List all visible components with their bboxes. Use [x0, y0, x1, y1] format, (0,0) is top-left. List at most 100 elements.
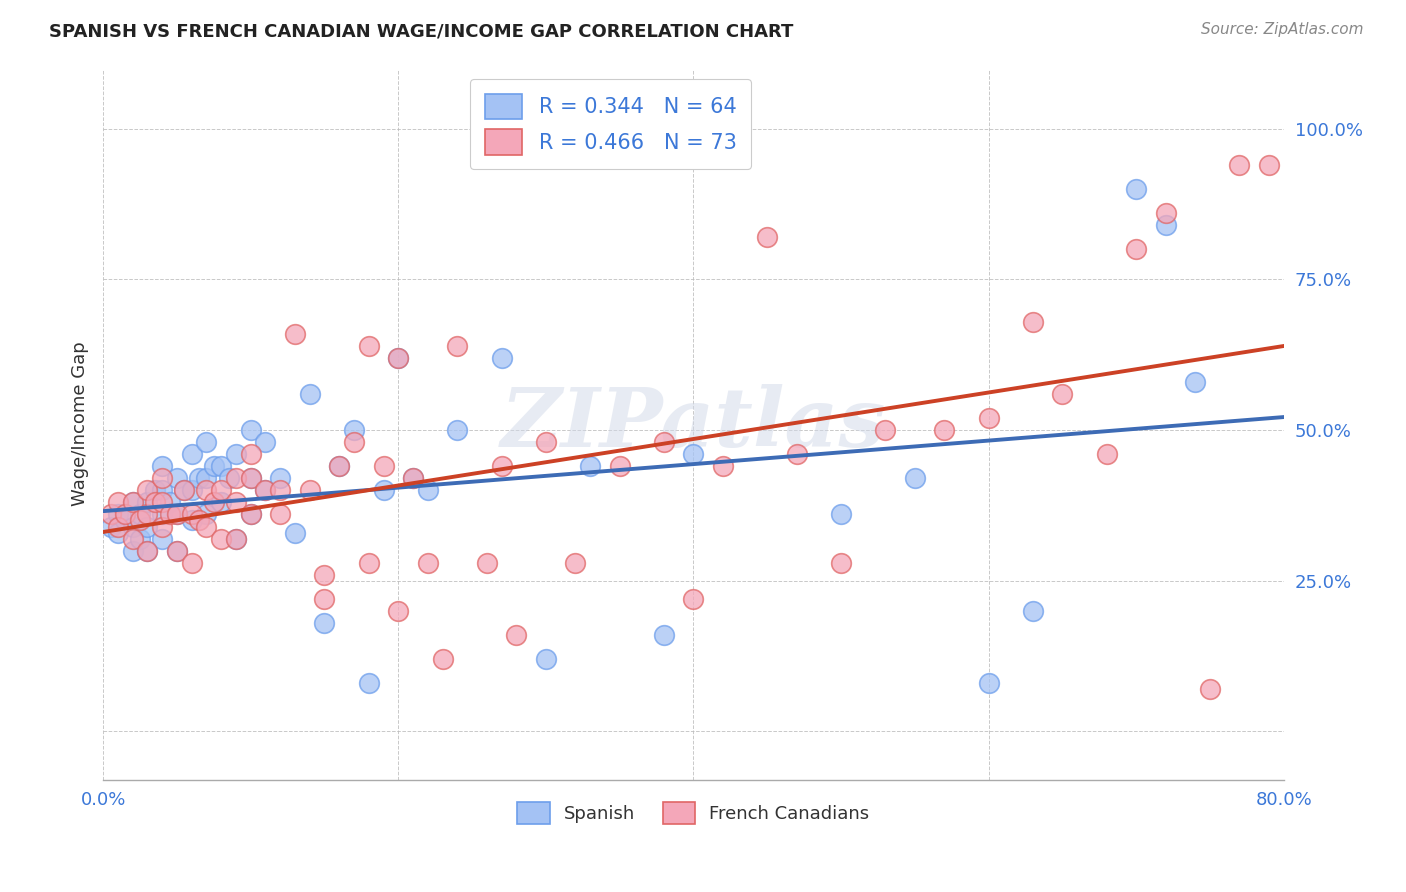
Text: ZIPatlas: ZIPatlas [501, 384, 886, 464]
Point [534, 652, 557, 666]
Point [166, 543, 188, 558]
Point [100, 519, 122, 533]
Text: SPANISH VS FRENCH CANADIAN WAGE/INCOME GAP CORRELATION CHART: SPANISH VS FRENCH CANADIAN WAGE/INCOME G… [49, 22, 793, 40]
Point [239, 471, 262, 485]
Point [136, 508, 159, 522]
Point [1199, 682, 1222, 697]
Point [314, 591, 336, 606]
Point [136, 483, 159, 498]
Point [298, 387, 321, 401]
Point [195, 519, 218, 533]
Point [786, 447, 808, 461]
Point [239, 471, 262, 485]
Point [166, 543, 188, 558]
Point [143, 483, 166, 498]
Point [254, 435, 277, 450]
Point [225, 495, 247, 509]
Point [579, 459, 602, 474]
Point [195, 471, 218, 485]
Point [491, 351, 513, 365]
Point [107, 519, 129, 533]
Point [977, 676, 1000, 690]
Point [188, 471, 211, 485]
Point [357, 556, 380, 570]
Point [121, 495, 143, 509]
Point [505, 628, 527, 642]
Point [225, 532, 247, 546]
Legend: Spanish, French Canadians: Spanish, French Canadians [506, 791, 880, 835]
Point [387, 351, 409, 365]
Point [402, 471, 425, 485]
Text: Source: ZipAtlas.com: Source: ZipAtlas.com [1201, 22, 1364, 37]
Point [107, 495, 129, 509]
Point [150, 471, 173, 485]
Point [269, 483, 291, 498]
Point [328, 459, 350, 474]
Point [136, 495, 159, 509]
Point [129, 514, 152, 528]
Point [195, 435, 218, 450]
Point [225, 471, 247, 485]
Point [830, 508, 852, 522]
Point [239, 508, 262, 522]
Point [387, 604, 409, 618]
Point [402, 471, 425, 485]
Point [711, 459, 734, 474]
Point [209, 532, 232, 546]
Point [1154, 206, 1177, 220]
Point [254, 483, 277, 498]
Point [209, 483, 232, 498]
Point [682, 591, 704, 606]
Point [129, 532, 152, 546]
Point [136, 519, 159, 533]
Point [150, 532, 173, 546]
Point [934, 423, 956, 437]
Point [225, 532, 247, 546]
Point [180, 514, 202, 528]
Point [830, 556, 852, 570]
Point [269, 508, 291, 522]
Point [100, 508, 122, 522]
Point [188, 514, 211, 528]
Point [491, 459, 513, 474]
Point [239, 508, 262, 522]
Point [284, 525, 307, 540]
Point [1052, 387, 1074, 401]
Point [166, 471, 188, 485]
Point [166, 508, 188, 522]
Point [180, 508, 202, 522]
Point [1022, 604, 1045, 618]
Point [1258, 158, 1281, 172]
Point [180, 556, 202, 570]
Point [298, 483, 321, 498]
Point [150, 508, 173, 522]
Point [150, 495, 173, 509]
Point [284, 326, 307, 341]
Point [225, 447, 247, 461]
Point [343, 423, 366, 437]
Point [416, 483, 439, 498]
Point [756, 230, 779, 244]
Point [107, 508, 129, 522]
Point [180, 483, 202, 498]
Point [1095, 447, 1118, 461]
Point [432, 652, 454, 666]
Point [202, 459, 225, 474]
Y-axis label: Wage/Income Gap: Wage/Income Gap [72, 342, 89, 507]
Point [652, 628, 675, 642]
Point [416, 556, 439, 570]
Point [180, 447, 202, 461]
Point [136, 543, 159, 558]
Point [239, 423, 262, 437]
Point [269, 471, 291, 485]
Point [609, 459, 631, 474]
Point [977, 411, 1000, 425]
Point [114, 514, 136, 528]
Point [239, 447, 262, 461]
Point [387, 351, 409, 365]
Point [121, 495, 143, 509]
Point [314, 615, 336, 630]
Point [652, 435, 675, 450]
Point [1184, 375, 1206, 389]
Point [202, 495, 225, 509]
